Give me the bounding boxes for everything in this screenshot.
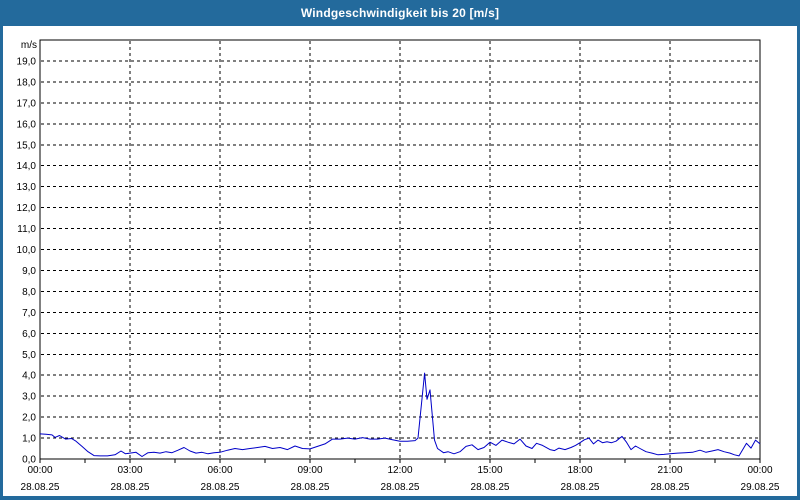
y-axis-tick-label: 19,0 <box>17 56 37 67</box>
y-axis-unit-label: m/s <box>21 40 37 51</box>
x-axis-time-label: 00:00 <box>27 465 52 476</box>
x-axis-time-label: 06:00 <box>207 465 232 476</box>
x-axis-date-label: 28.08.25 <box>381 482 420 493</box>
x-axis-time-label: 00:00 <box>747 465 772 476</box>
y-axis-tick-label: 13,0 <box>17 182 37 193</box>
x-axis-time-label: 12:00 <box>387 465 412 476</box>
y-axis-tick-label: 5,0 <box>22 350 36 361</box>
x-axis-date-label: 28.08.25 <box>201 482 240 493</box>
x-axis-time-label: 21:00 <box>657 465 682 476</box>
window-titlebar: Windgeschwindigkeit bis 20 [m/s] <box>0 0 800 26</box>
y-axis-tick-label: 9,0 <box>22 266 36 277</box>
x-axis-date-label: 28.08.25 <box>291 482 330 493</box>
y-axis-tick-label: 15,0 <box>17 140 37 151</box>
y-axis-tick-label: 4,0 <box>22 371 36 382</box>
y-axis-tick-label: 3,0 <box>22 392 36 403</box>
x-axis-time-label: 09:00 <box>297 465 322 476</box>
y-axis-tick-label: 6,0 <box>22 329 36 340</box>
wind-speed-line <box>39 372 761 457</box>
y-axis-tick-label: 8,0 <box>22 287 36 298</box>
y-axis-tick-label: 7,0 <box>22 308 36 319</box>
x-axis-date-label: 29.08.25 <box>741 482 780 493</box>
y-axis-tick-label: 0,0 <box>22 455 36 466</box>
y-axis-tick-label: 12,0 <box>17 203 37 214</box>
y-axis-tick-label: 11,0 <box>17 224 36 235</box>
y-axis-tick-label: 2,0 <box>22 413 36 424</box>
y-axis-tick-label: 14,0 <box>17 161 37 172</box>
y-axis-tick-label: 1,0 <box>22 434 36 445</box>
y-axis-tick-label: 10,0 <box>17 245 37 256</box>
chart-client-area: 0,0 1,0 2,0 3,0 4,0 5,0 6,0 7,0 8,0 9,0 10,0 11,0 12… <box>3 26 797 496</box>
y-axis-tick-label: 18,0 <box>17 77 37 88</box>
wind-speed-chart: 0,0 1,0 2,0 3,0 4,0 5,0 6,0 7,0 8,0 9,0 10,0 11,0 12… <box>17 39 780 493</box>
y-axis-tick-label: 17,0 <box>17 98 37 109</box>
x-axis-date-label: 28.08.25 <box>561 482 600 493</box>
x-axis-time-label: 03:00 <box>117 465 142 476</box>
x-axis-time-label: 18:00 <box>567 465 592 476</box>
x-axis-time-label: 15:00 <box>477 465 502 476</box>
x-axis-date-label: 28.08.25 <box>21 482 60 493</box>
x-axis-date-label: 28.08.25 <box>111 482 150 493</box>
x-axis-date-label: 28.08.25 <box>651 482 690 493</box>
y-axis-tick-label: 16,0 <box>17 119 37 130</box>
x-axis-date-label: 28.08.25 <box>471 482 510 493</box>
window-title: Windgeschwindigkeit bis 20 [m/s] <box>300 6 500 20</box>
